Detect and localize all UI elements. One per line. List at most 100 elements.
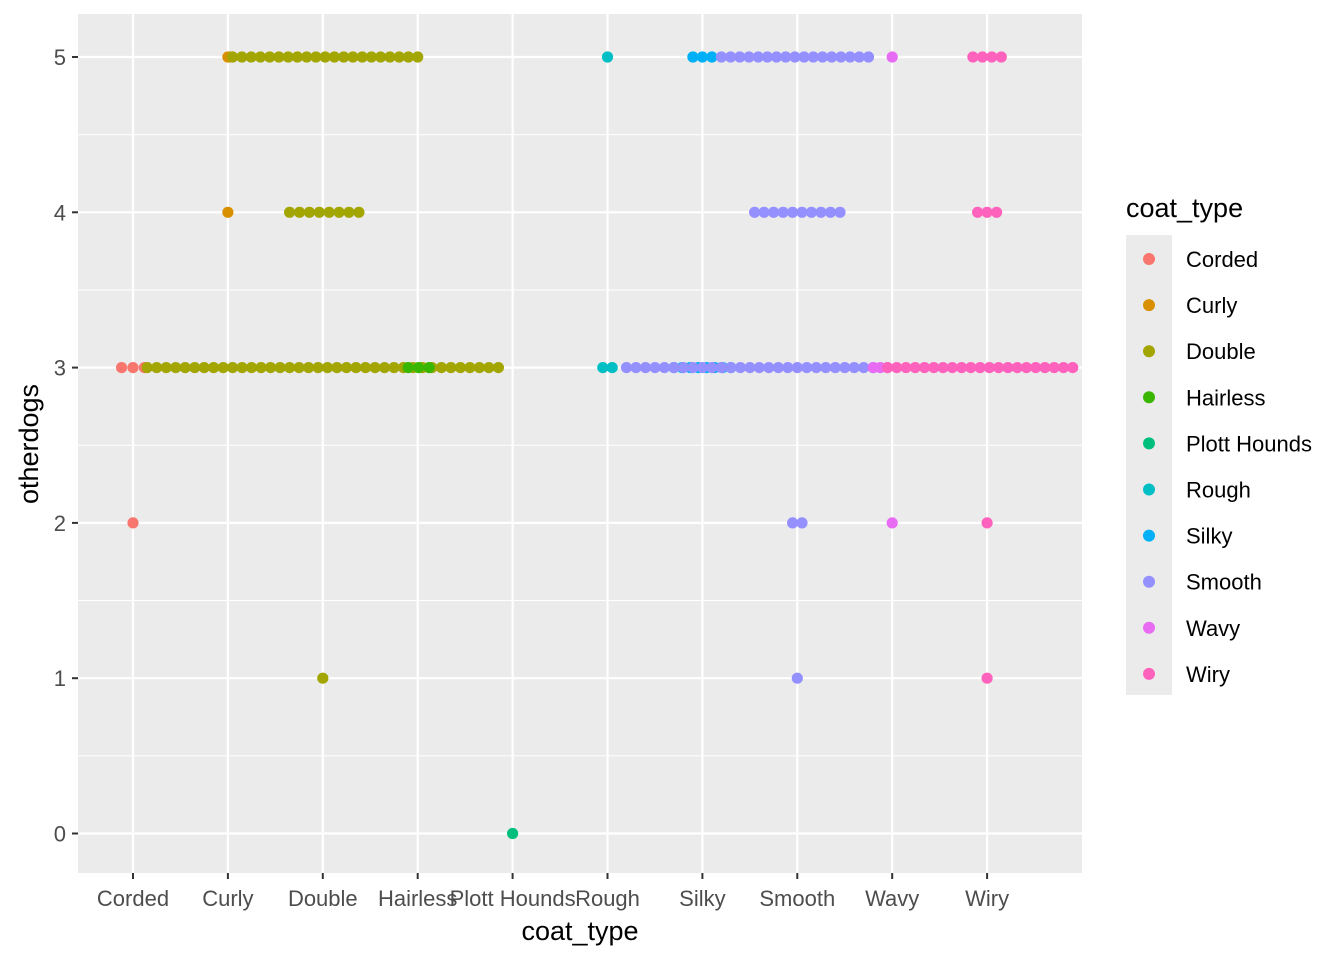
data-point <box>834 206 846 218</box>
data-point <box>770 51 783 63</box>
data-point <box>816 51 829 63</box>
data-point <box>928 362 940 374</box>
data-point <box>993 362 1005 374</box>
data-point <box>787 517 799 529</box>
x-tick-label: Plott Hounds <box>450 886 576 911</box>
data-point <box>393 51 405 63</box>
data-point <box>375 51 387 63</box>
data-point <box>454 362 466 374</box>
data-point <box>881 362 894 374</box>
data-point <box>1030 362 1042 374</box>
legend-key <box>1143 391 1155 404</box>
data-point <box>343 206 355 218</box>
x-tick-label: Silky <box>679 886 725 911</box>
data-point <box>744 362 756 374</box>
data-point <box>317 672 329 684</box>
y-axis-title: otherdogs <box>14 384 44 504</box>
data-point <box>160 362 172 374</box>
data-point <box>639 362 652 374</box>
data-point <box>835 51 847 63</box>
data-point <box>423 362 435 374</box>
data-point <box>981 206 993 218</box>
data-point <box>824 206 837 218</box>
data-point <box>780 51 792 63</box>
data-point <box>179 362 191 374</box>
legend-key <box>1143 437 1155 450</box>
data-point <box>777 206 789 218</box>
legend-key <box>1143 253 1155 265</box>
data-point <box>264 51 276 63</box>
data-point <box>983 362 996 374</box>
data-point <box>853 51 865 63</box>
data-point <box>668 362 680 374</box>
data-point <box>313 206 325 218</box>
data-point <box>245 51 257 63</box>
data-point <box>696 362 709 374</box>
data-point <box>350 362 362 374</box>
data-point <box>789 51 801 63</box>
legend-key <box>1143 621 1155 634</box>
legend: coat_type Corded Curly Double Hairless Plott… <box>1126 193 1312 695</box>
data-point <box>862 51 875 63</box>
data-point <box>445 362 457 374</box>
data-point <box>965 362 977 374</box>
data-point <box>995 51 1007 63</box>
data-point <box>293 206 306 218</box>
legend-key <box>1143 529 1155 542</box>
data-point <box>891 362 903 374</box>
data-point <box>388 362 400 374</box>
legend-label: Wavy <box>1186 616 1240 641</box>
data-point <box>359 362 372 374</box>
data-points <box>116 51 1079 840</box>
data-point <box>909 362 921 374</box>
x-tick-label: Double <box>288 886 358 911</box>
data-point <box>310 51 322 63</box>
data-point <box>606 362 618 374</box>
legend-label: Curly <box>1186 293 1237 318</box>
x-tick-label: Rough <box>575 886 640 911</box>
data-point <box>402 51 414 63</box>
data-point <box>976 51 989 63</box>
data-point <box>127 517 139 529</box>
data-point <box>937 362 949 374</box>
data-point <box>340 362 353 374</box>
data-point <box>402 362 414 374</box>
legend-label: Double <box>1186 339 1256 364</box>
legend-label: Plott Hounds <box>1186 431 1312 456</box>
data-point <box>141 362 153 374</box>
data-point <box>492 362 504 374</box>
x-tick-label: Corded <box>97 886 169 911</box>
data-point <box>189 362 201 374</box>
x-tick-label: Hairless <box>378 886 457 911</box>
data-point <box>254 51 266 63</box>
data-point <box>706 362 718 374</box>
data-point <box>222 206 234 218</box>
data-point <box>753 362 765 374</box>
data-point <box>946 362 958 374</box>
data-point <box>331 362 343 374</box>
legend-title: coat_type <box>1126 193 1243 223</box>
data-point <box>255 362 267 374</box>
data-point <box>972 206 984 218</box>
data-point <box>303 362 315 374</box>
y-axis: 0 1 2 3 4 5 <box>54 45 78 847</box>
data-point <box>284 362 296 374</box>
legend-key <box>1143 299 1155 312</box>
data-point <box>301 51 313 63</box>
legend-label: Smooth <box>1186 570 1262 595</box>
data-point <box>198 362 210 374</box>
data-point <box>273 51 285 63</box>
data-point <box>805 206 818 218</box>
data-point <box>412 51 424 63</box>
data-point <box>796 517 808 529</box>
data-point <box>761 51 773 63</box>
data-point <box>284 206 296 218</box>
legend-key <box>1143 345 1155 358</box>
data-point <box>333 206 345 218</box>
data-point <box>815 206 827 218</box>
data-point <box>1039 362 1051 374</box>
data-point <box>312 362 324 374</box>
data-point <box>749 206 761 218</box>
data-point <box>356 51 368 63</box>
major-gridlines <box>78 14 1082 873</box>
